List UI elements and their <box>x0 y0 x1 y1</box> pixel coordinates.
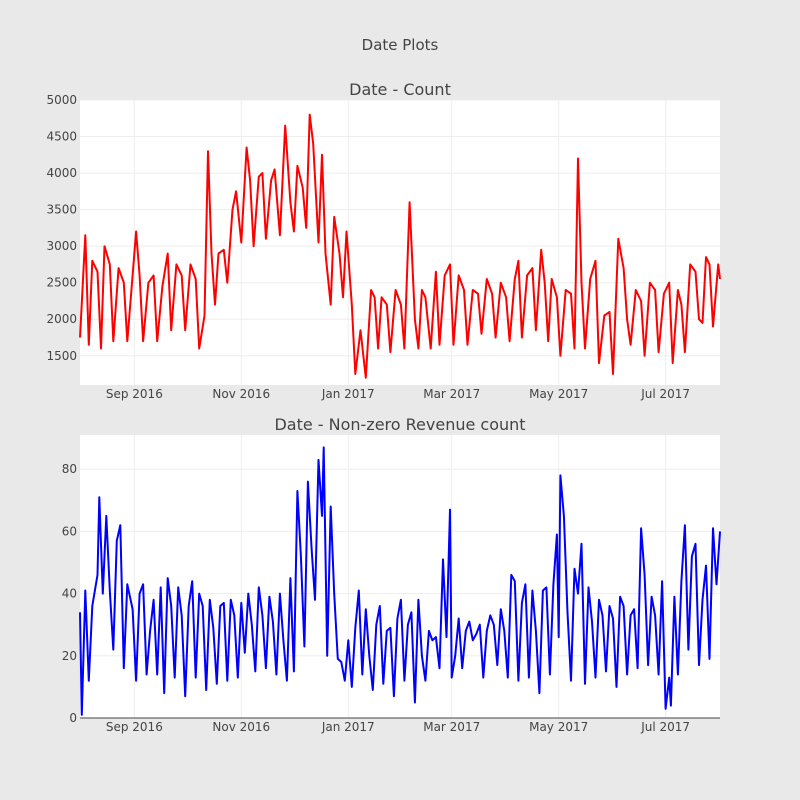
x-tick-label: Sep 2016 <box>106 720 163 734</box>
y-tick-label: 4000 <box>46 166 77 180</box>
x-tick-label: Jul 2017 <box>640 387 690 401</box>
plot-area <box>80 435 720 718</box>
main-title: Date Plots <box>362 36 439 54</box>
y-tick-label: 5000 <box>46 93 77 107</box>
x-tick-label: Jan 2017 <box>321 387 375 401</box>
y-tick-label: 4500 <box>46 130 77 144</box>
count-series-line <box>79 113 721 379</box>
x-tick-label: May 2017 <box>529 720 588 734</box>
y-tick-label: 3500 <box>46 203 77 217</box>
y-tick-label: 3000 <box>46 239 77 253</box>
y-tick-label: 80 <box>62 462 77 476</box>
x-tick-label: Nov 2016 <box>212 387 270 401</box>
x-tick-label: Mar 2017 <box>423 720 480 734</box>
revenue-chart-title: Date - Non-zero Revenue count <box>274 415 525 434</box>
x-tick-label: May 2017 <box>529 387 588 401</box>
y-tick-label: 2500 <box>46 276 77 290</box>
x-tick-label: Jul 2017 <box>640 720 690 734</box>
y-tick-label: 20 <box>62 649 77 663</box>
y-tick-label: 40 <box>62 587 77 601</box>
count-chart-title: Date - Count <box>349 80 451 99</box>
y-tick-label: 2000 <box>46 312 77 326</box>
y-tick-label: 0 <box>69 711 77 725</box>
x-tick-label: Nov 2016 <box>212 720 270 734</box>
x-tick-label: Mar 2017 <box>423 387 480 401</box>
y-tick-label: 60 <box>62 524 77 538</box>
x-tick-label: Jan 2017 <box>321 720 375 734</box>
revenue-chart-panel: Date - Non-zero Revenue count Sep 2016 No… <box>62 415 721 734</box>
revenue-series-line <box>79 446 721 716</box>
plot-area <box>80 100 720 385</box>
x-tick-label: Sep 2016 <box>106 387 163 401</box>
y-tick-label: 1500 <box>46 349 77 363</box>
count-chart-panel: Date - Count Sep 2016 Nov 2016 Jan 2017 Mar… <box>46 80 721 401</box>
